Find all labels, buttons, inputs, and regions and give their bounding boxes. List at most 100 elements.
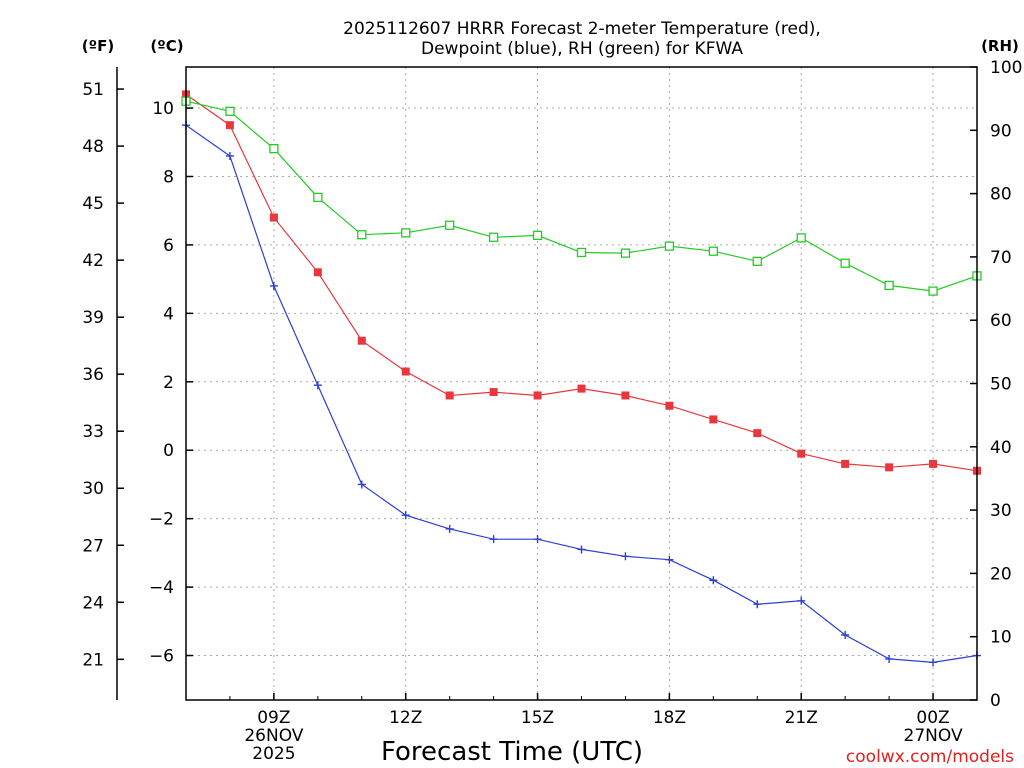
plot-frame	[185, 66, 978, 701]
fahrenheit-tick-label: 36	[82, 365, 104, 385]
x-tick-label: 21Z	[785, 708, 818, 728]
rh-tick-label: 10	[990, 628, 1012, 648]
x-axis-label: Forecast Time (UTC)	[381, 737, 643, 767]
rh-tick-label: 90	[990, 121, 1012, 141]
data-point	[884, 280, 894, 291]
fahrenheit-tick-label: 39	[82, 308, 104, 328]
series-line	[185, 124, 978, 664]
data-point	[533, 391, 542, 400]
data-point	[665, 401, 674, 410]
data-point	[929, 459, 938, 468]
data-point	[885, 463, 894, 472]
x-tick-label: 15Z	[521, 708, 554, 728]
series-line	[185, 100, 978, 292]
fahrenheit-tick-label: 24	[82, 593, 104, 613]
data-point	[577, 384, 586, 393]
data-point	[225, 151, 234, 160]
data-point	[929, 658, 938, 667]
fahrenheit-unit-label: (ºF)	[82, 37, 114, 55]
fahrenheit-tick-label: 45	[82, 194, 104, 214]
data-point	[313, 192, 323, 203]
rh-unit-label: (RH)	[981, 37, 1019, 55]
celsius-tick-label: −2	[149, 510, 174, 530]
grid-lines	[186, 67, 977, 700]
data-point	[709, 576, 718, 585]
celsius-tick-label: −6	[149, 647, 174, 667]
chart-title-line-1: 2025112607 HRRR Forecast 2-meter Tempera…	[343, 19, 821, 39]
fahrenheit-tick-label: 33	[82, 422, 104, 442]
rh-tick-label: 40	[990, 438, 1012, 458]
data-point	[841, 459, 850, 468]
rh-tick-label: 80	[990, 185, 1012, 205]
data-point	[753, 429, 762, 438]
x-tick-label: 09Z	[257, 708, 290, 728]
rh-tick-label: 60	[990, 311, 1012, 331]
x-tick-label: 2025	[252, 744, 295, 764]
data-point	[797, 596, 806, 605]
data-point	[269, 144, 279, 154]
data-point	[357, 336, 366, 345]
data-point	[357, 230, 367, 240]
fahrenheit-tick-label: 30	[82, 479, 104, 499]
data-point	[401, 367, 410, 376]
fahrenheit-tick-label: 51	[82, 80, 104, 100]
data-point	[401, 228, 411, 238]
data-point	[533, 535, 542, 544]
data-point	[665, 555, 674, 564]
data-point	[841, 630, 850, 639]
rh-tick-label: 50	[990, 375, 1012, 395]
rh-tick-label: 0	[990, 691, 1001, 711]
data-point	[313, 381, 322, 390]
rh-tick-label: 20	[990, 564, 1012, 584]
data-point	[621, 552, 630, 561]
celsius-tick-label: 10	[152, 99, 174, 119]
x-tick-label: 12Z	[389, 708, 422, 728]
data-point	[664, 241, 675, 251]
data-point	[225, 106, 235, 116]
data-point	[840, 258, 850, 268]
data-point	[576, 247, 587, 258]
data-point	[489, 388, 498, 397]
rh-tick-label: 100	[990, 58, 1022, 78]
fahrenheit-tick-label: 21	[82, 650, 104, 670]
series-line	[185, 93, 978, 472]
x-tick-label: 18Z	[653, 708, 686, 728]
data-point	[445, 220, 455, 230]
data-point	[357, 480, 366, 489]
celsius-tick-label: 4	[163, 304, 174, 324]
chart-title-line-2: Dewpoint (blue), RH (green) for KFWA	[421, 39, 743, 59]
data-point	[796, 233, 806, 243]
data-point	[621, 391, 630, 400]
series-relative-humidity	[181, 96, 982, 296]
fahrenheit-tick-label: 48	[82, 137, 104, 157]
x-tick-label: 00Z	[916, 708, 949, 728]
data-point	[445, 391, 454, 400]
rh-tick-label: 30	[990, 501, 1012, 521]
series-dewpoint	[182, 121, 981, 667]
celsius-unit-label: (ºC)	[150, 37, 183, 55]
celsius-tick-label: −4	[149, 578, 174, 598]
fahrenheit-tick-label: 27	[82, 536, 104, 556]
series-2-meter-temperature	[182, 90, 981, 475]
rh-tick-label: 70	[990, 248, 1012, 268]
celsius-tick-label: 6	[163, 236, 174, 256]
data-point	[489, 535, 498, 544]
series-layer	[181, 90, 982, 667]
data-point	[928, 286, 938, 296]
data-point	[708, 246, 718, 256]
data-point	[532, 230, 543, 241]
x-tick-label: 26NOV	[244, 726, 303, 746]
data-point	[753, 600, 762, 609]
data-point	[752, 256, 762, 266]
data-point	[445, 524, 454, 533]
data-point	[577, 545, 586, 554]
credit-text: coolwx.com/models	[846, 747, 1014, 767]
data-point	[401, 511, 410, 520]
data-point	[225, 121, 234, 130]
data-point	[620, 248, 631, 258]
data-point	[269, 281, 278, 290]
data-point	[313, 268, 322, 277]
celsius-tick-label: 8	[163, 167, 174, 187]
